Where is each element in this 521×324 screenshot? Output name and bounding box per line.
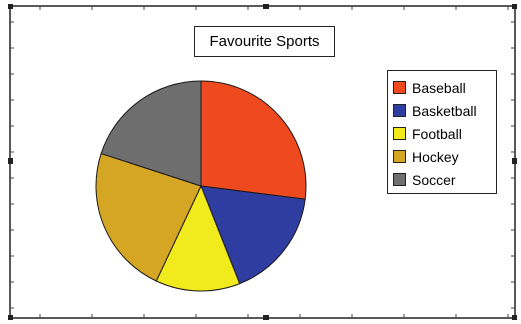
handle-top-middle[interactable] [263,4,269,9]
pie-slice-basketball[interactable] [200,185,306,285]
pie-slice-hockey[interactable] [95,152,202,282]
legend-item-baseball: Baseball [393,76,496,99]
legend-item-football: Football [393,122,496,145]
pie-slice-soccer[interactable] [100,80,202,187]
pie-chart [95,80,307,292]
handle-top-right[interactable] [512,4,517,9]
legend-swatch [393,150,406,163]
chart-legend: Baseball Basketball Football Hockey Soccer [387,70,497,194]
legend-label: Soccer [412,171,456,188]
handle-bottom-middle[interactable] [263,315,269,320]
pie-slice-baseball[interactable] [200,80,307,200]
legend-swatch [393,104,406,117]
handle-middle-left[interactable] [8,158,13,164]
resize-handles [8,4,517,320]
legend-item-soccer: Soccer [393,168,496,191]
legend-label: Football [412,125,462,142]
handle-top-left[interactable] [8,4,13,9]
legend-label: Hockey [412,148,459,165]
legend-item-basketball: Basketball [393,99,496,122]
chart-title: Favourite Sports [194,26,335,57]
handle-bottom-left[interactable] [8,315,13,320]
handle-middle-right[interactable] [512,158,517,164]
legend-item-hockey: Hockey [393,145,496,168]
legend-label: Basketball [412,102,477,119]
legend-swatch [393,127,406,140]
pie-slice-football[interactable] [155,184,241,292]
legend-swatch [393,173,406,186]
ruler-ticks [10,6,515,318]
legend-swatch [393,81,406,94]
handle-bottom-right[interactable] [512,315,517,320]
legend-label: Baseball [412,79,466,96]
